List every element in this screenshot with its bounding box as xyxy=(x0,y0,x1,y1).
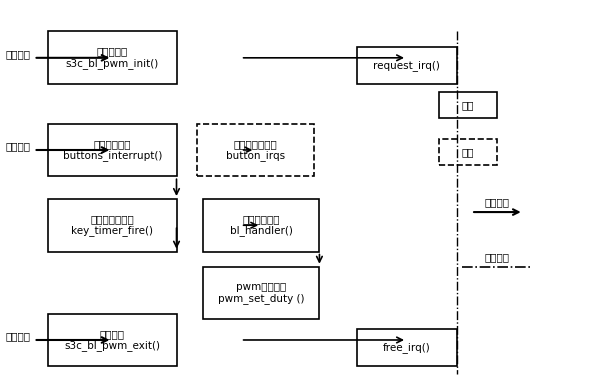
Text: 函数: 函数 xyxy=(462,100,474,110)
Text: 数据操作: 数据操作 xyxy=(485,252,510,262)
Text: 中断描述符数组
button_irqs: 中断描述符数组 button_irqs xyxy=(226,139,285,161)
Text: request_irq(): request_irq() xyxy=(374,60,440,71)
Text: 中断发生: 中断发生 xyxy=(6,141,31,151)
Text: pwm设置函数
pwm_set_duty (): pwm设置函数 pwm_set_duty () xyxy=(218,282,305,304)
FancyBboxPatch shape xyxy=(48,124,177,176)
Text: 加载驱动: 加载驱动 xyxy=(6,49,31,59)
Text: 退出函数
s3c_bl_pwm_exit(): 退出函数 s3c_bl_pwm_exit() xyxy=(64,329,160,351)
FancyBboxPatch shape xyxy=(48,31,177,84)
Text: 卸载驱动: 卸载驱动 xyxy=(6,331,31,341)
FancyBboxPatch shape xyxy=(439,92,497,118)
FancyBboxPatch shape xyxy=(48,314,177,366)
Text: 函数调用: 函数调用 xyxy=(485,198,510,208)
FancyBboxPatch shape xyxy=(48,199,177,252)
Text: 数据: 数据 xyxy=(462,147,474,157)
FancyBboxPatch shape xyxy=(439,139,497,165)
Text: 初始化函数
s3c_bl_pwm_init(): 初始化函数 s3c_bl_pwm_init() xyxy=(65,47,159,69)
FancyBboxPatch shape xyxy=(358,47,456,84)
FancyBboxPatch shape xyxy=(203,266,320,319)
FancyBboxPatch shape xyxy=(197,124,314,176)
FancyBboxPatch shape xyxy=(203,199,320,252)
Text: 定时器处理函数
key_timer_fire(): 定时器处理函数 key_timer_fire() xyxy=(71,214,154,236)
Text: 背光调节函数
bl_handler(): 背光调节函数 bl_handler() xyxy=(230,214,293,236)
FancyBboxPatch shape xyxy=(358,329,456,366)
Text: free_irq(): free_irq() xyxy=(383,342,431,353)
Text: 中断处理函数
buttons_interrupt(): 中断处理函数 buttons_interrupt() xyxy=(62,139,162,161)
